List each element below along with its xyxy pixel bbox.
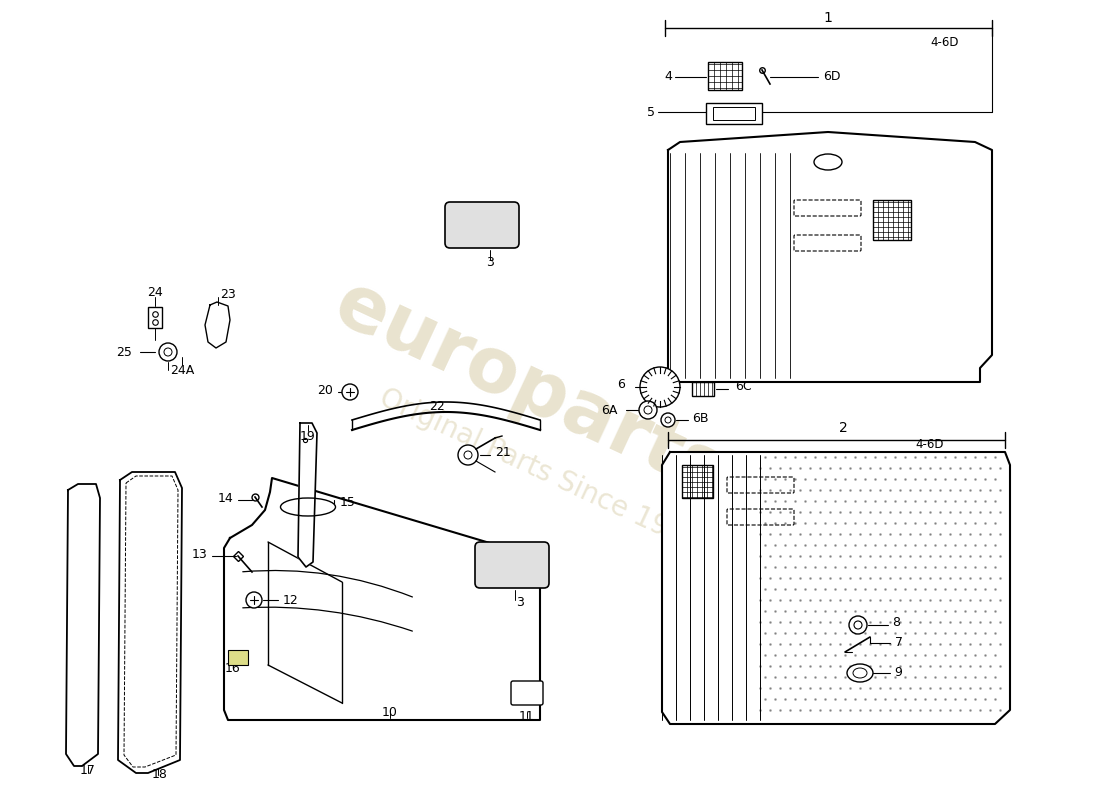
Text: 12: 12	[283, 594, 299, 606]
Text: 20: 20	[317, 383, 333, 397]
Text: 3: 3	[486, 257, 494, 270]
Polygon shape	[66, 484, 100, 766]
Circle shape	[639, 401, 657, 419]
Circle shape	[849, 616, 867, 634]
Text: 19: 19	[300, 430, 316, 442]
Text: 22: 22	[429, 401, 444, 414]
Polygon shape	[224, 478, 540, 720]
Text: 10: 10	[382, 706, 398, 719]
FancyBboxPatch shape	[446, 202, 519, 248]
Polygon shape	[706, 103, 762, 124]
Polygon shape	[713, 107, 755, 120]
Text: europarts: europarts	[323, 267, 737, 513]
Circle shape	[160, 343, 177, 361]
Ellipse shape	[847, 664, 873, 682]
Text: 21: 21	[495, 446, 510, 459]
Text: 4-6D: 4-6D	[915, 438, 944, 451]
Text: 24: 24	[147, 286, 163, 298]
Text: 4-6D: 4-6D	[931, 35, 959, 49]
Circle shape	[246, 592, 262, 608]
Text: 3: 3	[516, 597, 524, 610]
Text: 9: 9	[894, 666, 902, 678]
Text: 15: 15	[340, 497, 356, 510]
Text: 8: 8	[892, 615, 900, 629]
Text: 6B: 6B	[692, 411, 708, 425]
Text: 6C: 6C	[735, 379, 751, 393]
Polygon shape	[205, 302, 230, 348]
Circle shape	[458, 445, 478, 465]
Text: 14: 14	[218, 491, 233, 505]
Polygon shape	[662, 452, 1010, 724]
Text: 7: 7	[895, 635, 903, 649]
Polygon shape	[228, 650, 248, 665]
Text: 1: 1	[824, 11, 833, 25]
Text: 17: 17	[80, 765, 96, 778]
Text: 11: 11	[519, 710, 535, 722]
Polygon shape	[668, 132, 992, 382]
Circle shape	[342, 384, 358, 400]
Text: 4: 4	[664, 70, 672, 83]
Text: 16: 16	[226, 662, 241, 674]
FancyBboxPatch shape	[512, 681, 543, 705]
Text: 25: 25	[117, 346, 132, 358]
Text: 24A: 24A	[169, 363, 194, 377]
Circle shape	[640, 367, 680, 407]
Text: 6D: 6D	[823, 70, 840, 83]
Text: 6A: 6A	[602, 403, 618, 417]
Text: Original Parts Since 1985: Original Parts Since 1985	[375, 383, 705, 557]
Polygon shape	[118, 472, 182, 773]
Text: 18: 18	[152, 767, 168, 781]
Text: 2: 2	[838, 421, 847, 435]
Polygon shape	[298, 423, 317, 567]
Text: 5: 5	[647, 106, 654, 118]
Text: 6: 6	[617, 378, 625, 391]
Circle shape	[661, 413, 675, 427]
Text: 13: 13	[191, 547, 207, 561]
FancyBboxPatch shape	[475, 542, 549, 588]
Text: 23: 23	[220, 287, 235, 301]
Ellipse shape	[280, 498, 336, 516]
